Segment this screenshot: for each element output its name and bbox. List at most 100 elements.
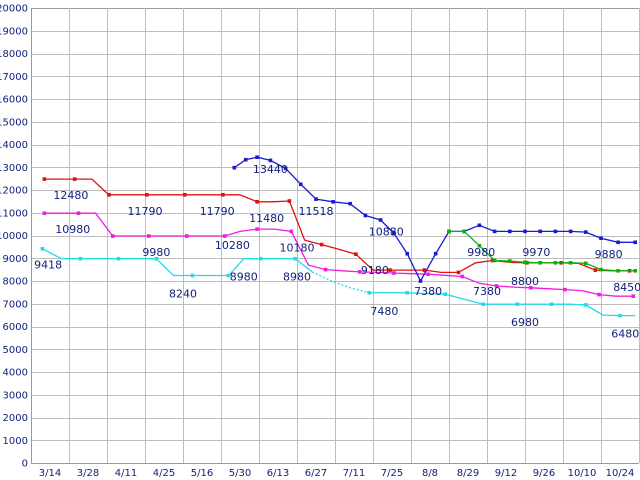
data-point-marker: [492, 258, 497, 263]
x-tick-label: 7/11: [343, 468, 365, 479]
data-point-marker: [599, 236, 603, 240]
x-tick-label: 6/27: [305, 468, 327, 479]
y-tick-label: 10000: [0, 231, 28, 242]
x-tick-label: 7/25: [381, 468, 403, 479]
data-point-marker: [293, 256, 297, 261]
y-tick-label: 13000: [0, 163, 28, 174]
data-point-marker: [616, 269, 620, 273]
data-point-marker: [42, 211, 47, 215]
data-value-label: 6480: [611, 328, 639, 341]
x-tick-label: 6/13: [267, 468, 289, 479]
data-value-label: 7480: [370, 305, 398, 318]
data-point-marker: [72, 177, 77, 181]
x-tick-label: 4/11: [115, 468, 137, 479]
data-point-marker: [299, 182, 303, 187]
series-line: [369, 292, 636, 317]
data-point-marker: [223, 234, 227, 238]
data-point-marker: [584, 303, 588, 307]
data-point-marker: [76, 211, 81, 215]
data-value-label: 12480: [53, 189, 88, 202]
data-point-marker: [477, 223, 482, 228]
y-tick-label: 0: [22, 459, 28, 470]
data-point-marker: [232, 165, 237, 170]
y-tick-label: 5000: [3, 345, 28, 356]
data-point-marker: [363, 213, 368, 218]
data-point-marker: [348, 201, 352, 206]
data-point-marker: [477, 243, 482, 248]
data-value-label: 9980: [467, 246, 495, 259]
data-point-marker: [462, 229, 466, 234]
data-point-marker: [116, 256, 121, 261]
data-series-layer: [40, 155, 637, 318]
data-point-marker: [354, 252, 358, 256]
series-line: [233, 156, 636, 283]
data-value-label: 13440: [253, 163, 288, 176]
data-point-marker: [378, 218, 383, 222]
data-point-marker: [597, 292, 601, 297]
data-value-label: 9880: [595, 248, 623, 261]
x-tick-label: 3/28: [77, 468, 99, 479]
data-value-label: 9980: [142, 246, 170, 259]
data-point-marker: [42, 177, 47, 181]
data-point-marker: [443, 292, 447, 296]
data-point-marker: [289, 229, 294, 234]
data-point-marker: [508, 229, 512, 234]
x-tick-label: 8/29: [457, 468, 479, 479]
data-point-marker: [568, 261, 573, 265]
data-value-label: 11480: [249, 212, 284, 225]
data-point-marker: [633, 240, 637, 245]
data-point-marker: [618, 313, 622, 318]
data-value-label: 11790: [128, 205, 163, 218]
data-value-label: 11518: [299, 205, 334, 218]
data-point-marker: [255, 155, 259, 159]
x-axis-tick-labels: 3/14 3/28 4/11 4/25 5/16 5/30 6/13 6/27 7/11 7/25…: [39, 468, 635, 479]
data-point-marker: [553, 229, 558, 234]
data-point-marker: [422, 268, 427, 272]
data-point-marker: [107, 193, 111, 197]
data-point-marker: [568, 229, 573, 234]
data-value-label: 11790: [200, 205, 235, 218]
data-point-marker: [599, 267, 603, 272]
data-point-marker: [460, 274, 465, 279]
data-value-label: 9418: [34, 259, 62, 272]
y-tick-label: 15000: [0, 117, 28, 128]
y-tick-label: 14000: [0, 140, 28, 151]
data-point-marker: [183, 193, 187, 197]
data-point-marker: [515, 302, 520, 306]
x-tick-label: 3/14: [39, 468, 61, 479]
data-point-marker: [392, 231, 396, 235]
y-tick-label: 19000: [0, 26, 28, 37]
y-axis-tick-labels: 0 1000 2000 3000 4000 5000 6000 7000 8000 9000 100…: [0, 4, 28, 470]
series-magenta: [42, 211, 636, 298]
data-point-labels: 12480 11790 11790 11480 11518 9180 8800 8450 109…: [34, 163, 640, 340]
data-point-marker: [319, 242, 324, 247]
data-point-marker: [481, 302, 485, 306]
data-point-marker: [631, 294, 636, 298]
data-point-marker: [185, 234, 189, 238]
y-tick-label: 7000: [3, 299, 28, 310]
data-value-label: 10280: [215, 239, 250, 252]
data-point-marker: [147, 234, 151, 238]
data-point-marker: [426, 272, 430, 276]
data-point-marker: [593, 268, 598, 272]
data-point-marker: [584, 230, 588, 234]
data-point-marker: [553, 261, 558, 265]
y-tick-label: 1000: [3, 436, 28, 447]
y-tick-label: 18000: [0, 49, 28, 60]
data-point-marker: [357, 270, 362, 274]
data-point-marker: [259, 256, 263, 261]
x-tick-label: 4/25: [153, 468, 175, 479]
data-point-marker: [538, 229, 542, 234]
y-tick-label: 2000: [3, 413, 28, 424]
data-point-marker: [523, 260, 527, 265]
data-point-marker: [255, 227, 259, 231]
series-green: [447, 229, 637, 273]
x-tick-label: 10/10: [568, 468, 597, 479]
y-tick-label: 16000: [0, 95, 28, 106]
data-point-marker: [392, 271, 396, 275]
data-point-marker: [633, 269, 637, 273]
y-tick-label: 8000: [3, 277, 28, 288]
x-tick-label: 9/26: [533, 468, 555, 479]
